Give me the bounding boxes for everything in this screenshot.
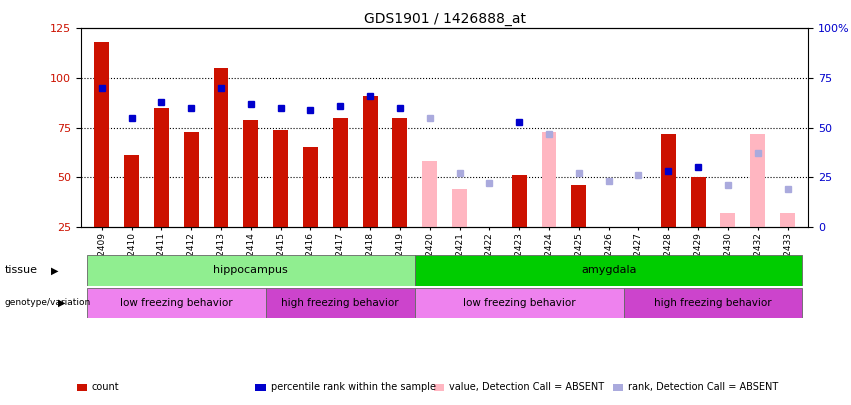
Bar	[94, 42, 109, 227]
Bar	[601, 227, 616, 247]
Bar	[392, 118, 408, 227]
Bar	[691, 177, 705, 227]
Bar	[751, 134, 765, 227]
Bar	[414, 288, 624, 318]
Title: GDS1901 / 1426888_at: GDS1901 / 1426888_at	[363, 12, 526, 26]
Text: low freezing behavior: low freezing behavior	[463, 298, 575, 308]
Bar	[243, 119, 258, 227]
Text: hippocampus: hippocampus	[214, 265, 288, 275]
Text: high freezing behavior: high freezing behavior	[282, 298, 399, 308]
Text: low freezing behavior: low freezing behavior	[120, 298, 232, 308]
Bar	[661, 134, 676, 227]
Text: rank, Detection Call = ABSENT: rank, Detection Call = ABSENT	[628, 382, 779, 392]
Text: ▶: ▶	[58, 298, 66, 308]
Bar	[452, 189, 467, 227]
Text: amygdala: amygdala	[581, 265, 637, 275]
Bar	[333, 118, 348, 227]
Bar	[87, 255, 414, 286]
Bar	[87, 288, 266, 318]
Bar	[184, 132, 198, 227]
Bar	[571, 185, 586, 227]
Text: high freezing behavior: high freezing behavior	[654, 298, 772, 308]
Bar	[780, 213, 795, 227]
Bar	[363, 96, 378, 227]
Bar	[511, 175, 527, 227]
Text: percentile rank within the sample: percentile rank within the sample	[271, 382, 436, 392]
Bar	[414, 255, 802, 286]
Text: ▶: ▶	[51, 265, 59, 275]
Bar	[273, 130, 288, 227]
Bar	[124, 156, 139, 227]
Bar	[422, 161, 437, 227]
Text: tissue: tissue	[4, 265, 37, 275]
Text: count: count	[92, 382, 119, 392]
Bar	[721, 213, 735, 227]
Bar	[266, 288, 414, 318]
Text: value, Detection Call = ABSENT: value, Detection Call = ABSENT	[449, 382, 604, 392]
Bar	[631, 227, 646, 249]
Bar	[154, 108, 168, 227]
Bar	[303, 147, 318, 227]
Text: genotype/variation: genotype/variation	[4, 298, 90, 307]
Bar	[214, 68, 228, 227]
Bar	[541, 132, 557, 227]
Bar	[624, 288, 802, 318]
